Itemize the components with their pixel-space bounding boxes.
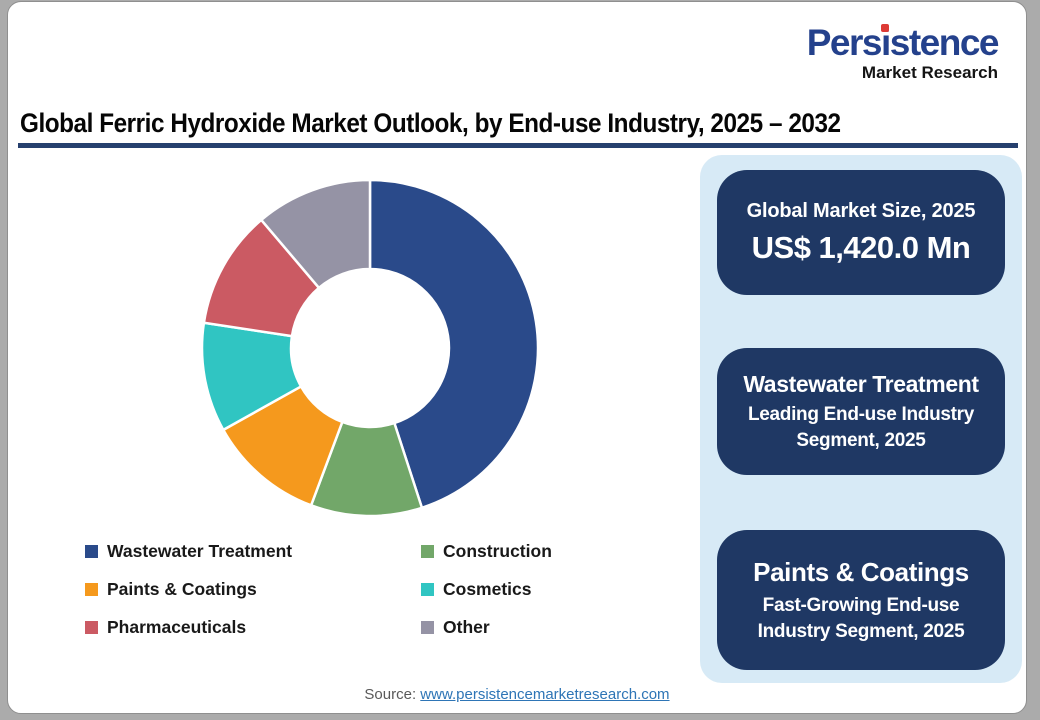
logo-part2: stence [889, 22, 1000, 63]
donut-chart [200, 178, 540, 518]
market-size-box: Global Market Size, 2025 US$ 1,420.0 Mn [717, 170, 1005, 295]
legend-swatch-icon [85, 583, 98, 596]
chart-legend: Wastewater Treatment Construction Paints… [85, 541, 552, 638]
legend-swatch-icon [421, 545, 434, 558]
leading-segment-desc-line-2: Segment, 2025 [796, 430, 926, 451]
legend-swatch-icon [85, 621, 98, 634]
logo-subtitle: Market Research [861, 63, 998, 82]
donut-segments [200, 178, 540, 518]
legend-swatch-icon [421, 621, 434, 634]
market-size-label: Global Market Size, 2025 [746, 199, 976, 222]
donut-segment-other [260, 178, 372, 290]
logo-i-with-red-dot-icon: i [880, 22, 891, 63]
source-label: Source: [364, 686, 417, 703]
page-title: Global Ferric Hydroxide Market Outlook, … [20, 108, 841, 138]
market-size-value: US$ 1,420.0 Mn [751, 229, 971, 265]
fast-growing-segment-name: Paints & Coatings [753, 557, 969, 587]
legend-label: Pharmaceuticals [107, 617, 247, 637]
legend-swatch-icon [85, 545, 98, 558]
infographic-card: Persistence Market Research Global Ferri… [7, 1, 1027, 714]
leading-segment-box: Wastewater Treatment Leading End-use Ind… [717, 348, 1005, 475]
legend-label: Other [443, 617, 490, 637]
legend-item-construction: Construction [421, 541, 552, 562]
legend-item-wastewater-treatment: Wastewater Treatment [85, 541, 421, 562]
legend-label: Wastewater Treatment [107, 541, 293, 561]
source-line: Source: www.persistencemarketresearch.co… [8, 686, 1026, 703]
fast-growing-segment-box: Paints & Coatings Fast-Growing End-use I… [717, 530, 1005, 670]
legend-item-cosmetics: Cosmetics [421, 579, 552, 600]
legend-label: Construction [443, 541, 552, 561]
legend-item-paints-coatings: Paints & Coatings [85, 579, 421, 600]
info-panel: Global Market Size, 2025 US$ 1,420.0 Mn … [700, 155, 1022, 683]
title-underline [18, 143, 1018, 148]
leading-segment-name: Wastewater Treatment [743, 371, 979, 397]
legend-item-pharmaceuticals: Pharmaceuticals [85, 617, 421, 638]
legend-item-other: Other [421, 617, 552, 638]
legend-label: Cosmetics [443, 579, 532, 599]
donut-segment-wastewater-treatment [368, 178, 540, 510]
legend-label: Paints & Coatings [107, 579, 257, 599]
company-logo: Persistence Market Research [806, 22, 1000, 82]
fast-growing-segment-desc-line-2: Industry Segment, 2025 [757, 621, 965, 642]
legend-swatch-icon [421, 583, 434, 596]
source-link[interactable]: www.persistencemarketresearch.com [420, 686, 670, 703]
fast-growing-segment-desc-line-1: Fast-Growing End-use [762, 595, 960, 616]
leading-segment-desc-line-1: Leading End-use Industry [747, 404, 975, 425]
logo-part1: Pers [806, 22, 883, 63]
logo-wordmark: Persistence [806, 22, 1000, 63]
